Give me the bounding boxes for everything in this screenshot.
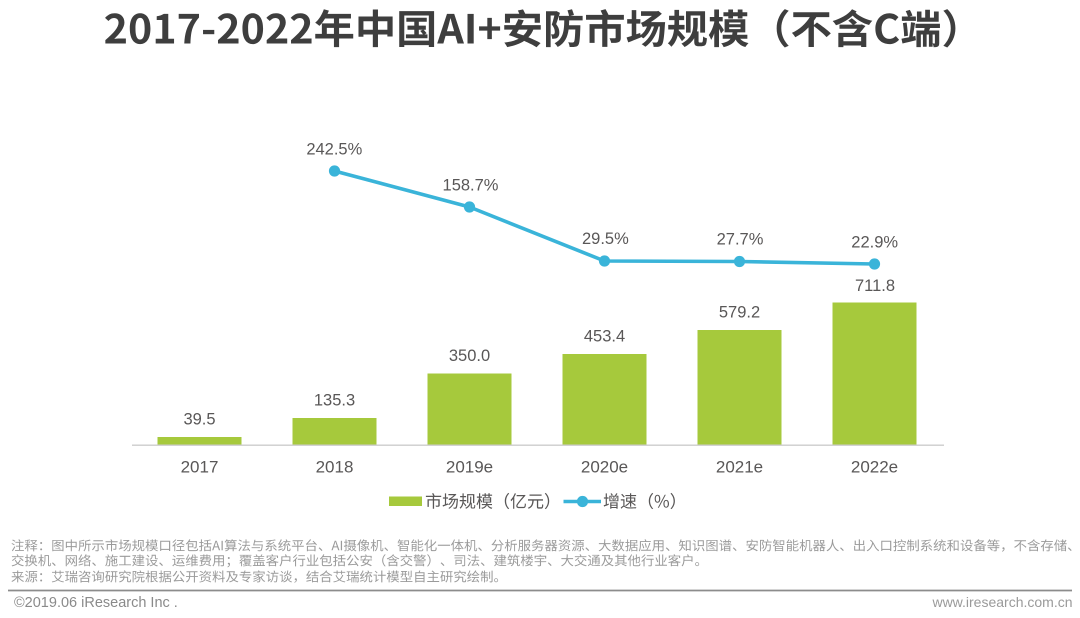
svg-text:579.2: 579.2 [719, 304, 760, 322]
svg-text:2020e: 2020e [581, 457, 628, 476]
svg-text:242.5%: 242.5% [306, 141, 362, 159]
svg-text:©2019.06 iResearch Inc .: ©2019.06 iResearch Inc . [14, 595, 178, 611]
svg-text:www.iresearch.com.cn: www.iresearch.com.cn [931, 594, 1072, 610]
svg-text:2018: 2018 [316, 457, 354, 476]
svg-text:39.5: 39.5 [183, 410, 215, 428]
svg-text:350.0: 350.0 [449, 347, 490, 365]
svg-text:22.9%: 22.9% [851, 234, 898, 252]
svg-text:453.4: 453.4 [584, 328, 625, 346]
svg-text:2017: 2017 [181, 457, 219, 476]
svg-text:2021e: 2021e [716, 457, 763, 476]
svg-text:2019e: 2019e [446, 457, 493, 476]
svg-text:158.7%: 158.7% [443, 177, 499, 195]
svg-text:711.8: 711.8 [855, 277, 895, 295]
svg-text:2022e: 2022e [851, 457, 898, 476]
svg-text:27.7%: 27.7% [717, 231, 764, 249]
svg-text:29.5%: 29.5% [582, 230, 629, 248]
svg-text:135.3: 135.3 [314, 392, 355, 410]
